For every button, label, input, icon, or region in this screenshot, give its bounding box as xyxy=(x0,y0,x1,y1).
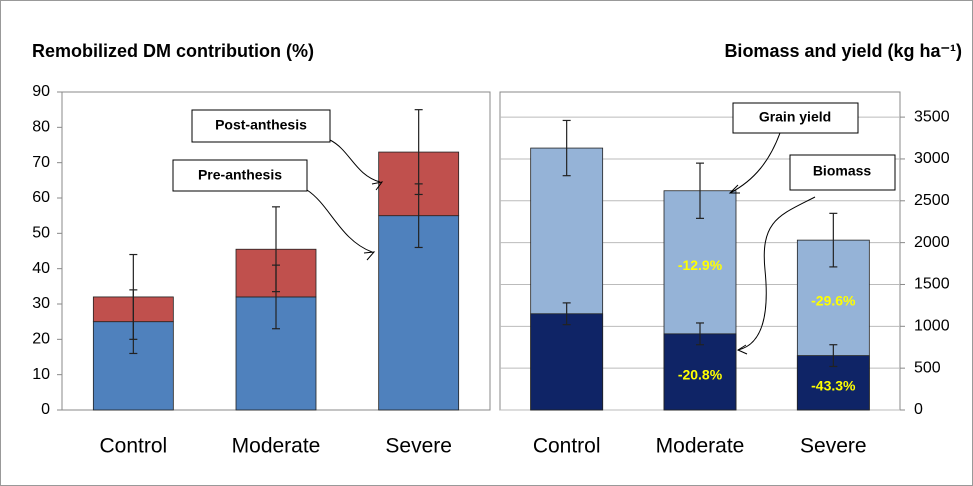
y-tick-label: 10 xyxy=(32,366,50,383)
chart-title: Remobilized DM contribution (%) xyxy=(32,41,314,61)
change-label: -12.9% xyxy=(678,257,723,273)
y-tick-label: 0 xyxy=(41,401,50,418)
y-tick-label: 500 xyxy=(914,359,941,376)
arrowhead xyxy=(371,181,384,191)
x-tick-label: Moderate xyxy=(232,435,321,458)
y-tick-label: 1500 xyxy=(914,276,950,293)
arrowhead xyxy=(736,344,748,355)
callout-box xyxy=(172,159,308,192)
change-label: -20.8% xyxy=(678,367,723,383)
y-tick-label: 2000 xyxy=(914,234,950,251)
y-tick-label: 80 xyxy=(32,119,50,136)
y-tick-label: 20 xyxy=(32,331,50,348)
y-tick-label: 1000 xyxy=(914,318,950,335)
chart-title: Biomass and yield (kg ha⁻¹) xyxy=(724,41,962,61)
y-tick-label: 0 xyxy=(914,401,923,418)
callout-label: Grain yield xyxy=(759,109,831,125)
callout-box xyxy=(191,109,331,143)
arrowhead xyxy=(363,251,376,261)
y-tick-label: 3500 xyxy=(914,108,950,125)
y-tick-label: 2500 xyxy=(914,192,950,209)
arrowhead xyxy=(728,184,740,194)
x-tick-label: Severe xyxy=(385,435,452,458)
callout-box xyxy=(789,154,896,191)
x-tick-label: Moderate xyxy=(656,435,745,458)
change-label: -43.3% xyxy=(811,378,856,394)
bar-segment xyxy=(530,313,604,411)
x-tick-label: Severe xyxy=(800,435,867,458)
y-tick-label: 50 xyxy=(32,225,50,242)
y-tick-label: 40 xyxy=(32,260,50,277)
y-tick-label: 3000 xyxy=(914,150,950,167)
callout-arrow xyxy=(737,196,816,351)
y-tick-label: 90 xyxy=(32,83,50,100)
callout-box xyxy=(732,102,859,134)
callout-label: Post-anthesis xyxy=(215,117,307,133)
y-tick-label: 70 xyxy=(32,154,50,171)
y-tick-label: 60 xyxy=(32,189,50,206)
x-tick-label: Control xyxy=(99,435,167,458)
callout-arrow xyxy=(306,189,373,253)
callout-label: Pre-anthesis xyxy=(198,167,282,183)
x-tick-label: Control xyxy=(533,435,601,458)
marks: 0 10 20 30 40 50 60 70 80 90 Control Moderate Severe… xyxy=(32,83,949,457)
callout-label: Biomass xyxy=(813,163,872,179)
callout-arrow xyxy=(729,132,781,194)
callouts: Post-anthesis Pre-anthesis Grain yield B… xyxy=(172,102,896,355)
change-label: -29.6% xyxy=(811,293,856,309)
y-tick-label: 30 xyxy=(32,295,50,312)
callout-arrow xyxy=(329,139,381,183)
bar-segment xyxy=(663,333,737,411)
